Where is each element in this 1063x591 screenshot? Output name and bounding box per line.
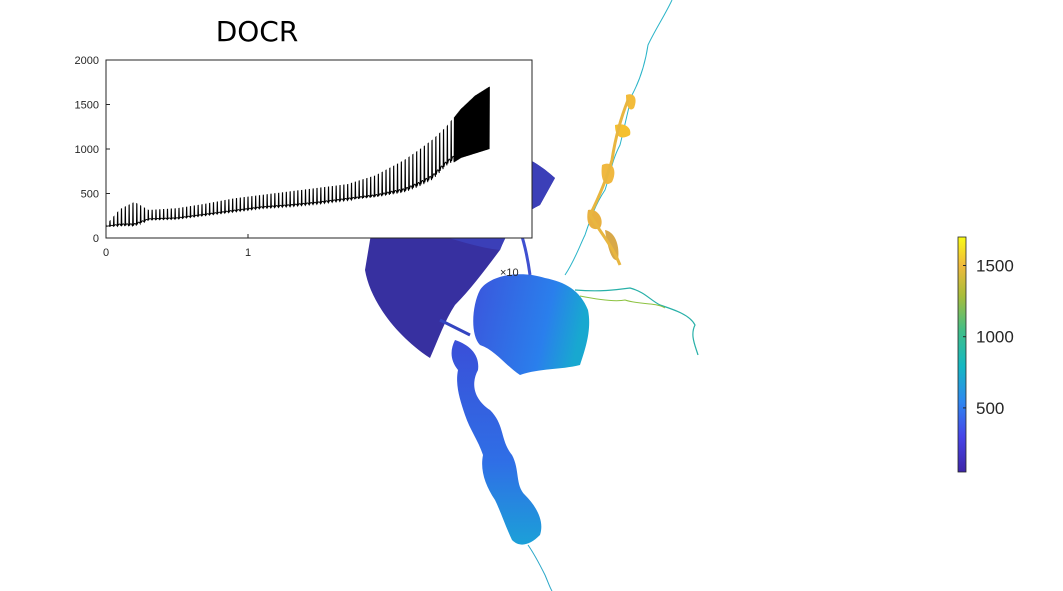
colorbar-ticks: 500 1000 1500 (963, 256, 1014, 418)
colorbar-gradient (957, 236, 967, 473)
river-north-stroke (588, 99, 630, 266)
timeseries-line (105, 86, 490, 228)
estuary-channel (451, 340, 542, 545)
timeseries-series (105, 86, 490, 228)
colorbar: 500 1000 1500 (957, 236, 1014, 473)
x-tick-label-0: 0 (103, 247, 109, 259)
colorbar-tick-label-0: 500 (976, 399, 1004, 418)
river-north (564, 0, 673, 276)
bay-region (473, 274, 590, 375)
y-tick-label-0: 0 (93, 233, 99, 245)
y-tick-label-4: 2000 (75, 55, 99, 67)
y-tick-label-2: 1000 (75, 144, 99, 156)
inlet-channel-west (439, 318, 471, 337)
y-tick-label-3: 1500 (75, 100, 99, 112)
river-east (574, 287, 699, 356)
river-south (527, 544, 553, 591)
colorbar-tick-label-2: 1500 (976, 256, 1014, 275)
x-tick-label-1: 1 (245, 247, 251, 259)
colorbar-tick-label-1: 1000 (976, 328, 1014, 347)
y-axis: 0 500 1000 1500 2000 (75, 55, 110, 245)
river-north-yellow-1 (626, 94, 636, 110)
river-east-2 (579, 295, 666, 309)
x-exponent-label: ×10 (500, 267, 519, 279)
y-tick-label-1: 500 (81, 189, 99, 201)
chart-title: DOCR (216, 15, 299, 48)
